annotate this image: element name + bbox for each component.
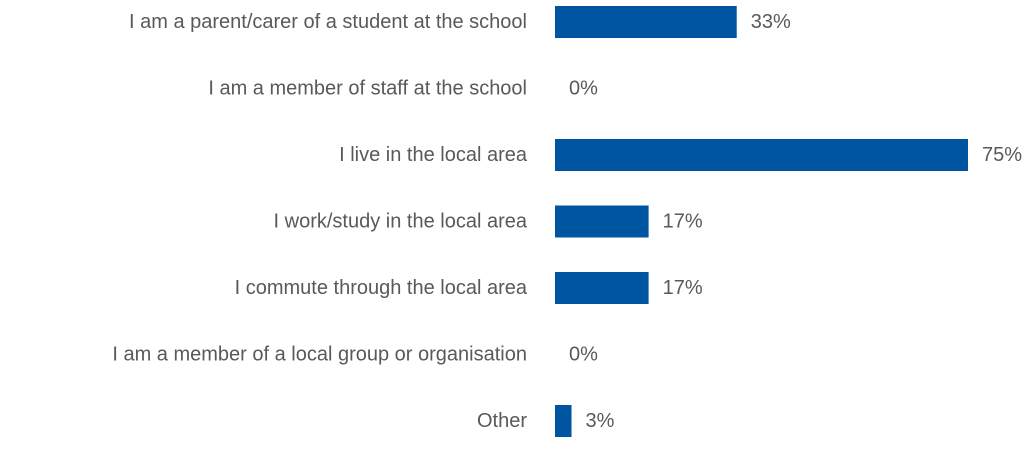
data-label: 0% [569,344,598,366]
bar [555,205,649,238]
data-label: 75% [982,144,1022,166]
data-label: 33% [751,11,791,33]
category-label: I am a parent/carer of a student at the … [129,11,527,33]
category-label: I am a member of a local group or organi… [112,344,527,366]
bar [555,6,737,38]
category-label: Other [477,410,527,432]
data-label: 3% [586,410,615,432]
category-label: I live in the local area [339,144,528,166]
bar [555,272,649,304]
category-label: I work/study in the local area [274,211,528,233]
bar [555,405,572,437]
bar [555,139,968,171]
category-label: I commute through the local area [235,277,528,299]
data-label: 0% [569,78,598,100]
data-label: 17% [663,211,703,233]
data-label: 17% [663,277,703,299]
category-label: I am a member of staff at the school [208,78,527,100]
